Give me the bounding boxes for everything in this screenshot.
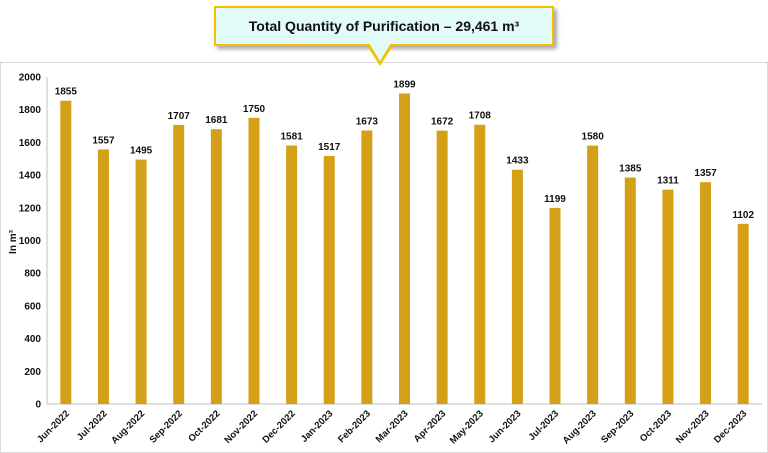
- bar: [662, 189, 674, 404]
- x-tick-label: Feb-2023: [336, 408, 373, 445]
- x-tick-label: Apr-2023: [412, 408, 449, 445]
- bar: [511, 169, 523, 404]
- bar: [97, 149, 109, 404]
- bar-value-label: 1673: [356, 116, 379, 127]
- bar: [361, 130, 373, 405]
- bar-value-label: 1855: [55, 87, 78, 98]
- y-tick-label: 400: [24, 334, 41, 345]
- bar: [737, 223, 749, 404]
- y-tick-label: 0: [35, 400, 41, 411]
- bar: [323, 155, 335, 404]
- bar: [624, 177, 636, 404]
- bar-value-label: 1557: [92, 135, 115, 146]
- x-tick-label: Aug-2022: [109, 408, 147, 446]
- x-tick-label: Oct-2022: [186, 408, 222, 444]
- x-tick-label: Dec-2022: [260, 408, 297, 445]
- bar: [248, 117, 260, 404]
- chart-title: Total Quantity of Purification – 29,461 …: [248, 18, 520, 34]
- y-tick-label: 1800: [19, 105, 42, 116]
- x-tick-label: May-2023: [448, 408, 486, 446]
- bar: [173, 124, 185, 404]
- chart-title-callout: Total Quantity of Purification – 29,461 …: [214, 6, 554, 46]
- bar-value-label: 1517: [318, 142, 341, 153]
- x-tick-label: Nov-2022: [222, 408, 260, 446]
- x-tick-label: Sep-2023: [599, 408, 636, 445]
- bar-value-label: 1385: [619, 164, 642, 175]
- bar-value-label: 1311: [657, 176, 679, 187]
- bar-value-label: 1581: [280, 132, 303, 143]
- bar-value-label: 1357: [694, 168, 717, 179]
- y-tick-label: 200: [24, 367, 41, 378]
- y-tick-label: 1000: [19, 236, 42, 247]
- x-tick-label: Jul-2023: [526, 408, 561, 443]
- bar-value-label: 1433: [506, 156, 529, 167]
- bar-value-label: 1580: [582, 132, 605, 143]
- bar-value-label: 1681: [205, 115, 228, 126]
- y-tick-label: 800: [24, 269, 41, 280]
- bar-value-label: 1750: [243, 104, 266, 115]
- x-tick-label: Jun-2022: [35, 408, 72, 445]
- bar: [549, 207, 561, 404]
- bar-value-label: 1495: [130, 146, 153, 157]
- y-tick-label: 1600: [19, 138, 42, 149]
- bar: [60, 100, 72, 405]
- bar-value-label: 1672: [431, 117, 454, 128]
- callout-pointer-fill: [369, 43, 391, 61]
- x-tick-label: Nov-2023: [674, 408, 712, 446]
- bar: [700, 182, 712, 404]
- bar: [210, 129, 222, 404]
- y-tick-label: 2000: [19, 73, 42, 84]
- bar-value-label: 1899: [393, 80, 416, 91]
- bar-value-label: 1707: [168, 111, 191, 122]
- y-tick-label: 1400: [19, 171, 42, 182]
- bar: [587, 145, 599, 405]
- bar-value-label: 1199: [544, 194, 566, 205]
- x-tick-label: Aug-2023: [561, 408, 599, 446]
- bar: [286, 145, 298, 404]
- x-tick-label: Mar-2023: [374, 408, 411, 445]
- y-axis-label: In m³: [8, 229, 19, 254]
- y-tick-label: 600: [24, 301, 41, 312]
- y-tick-label: 1200: [19, 203, 42, 214]
- chart-area: [0, 62, 768, 453]
- x-tick-label: Jan-2023: [299, 408, 336, 445]
- x-tick-label: Dec-2023: [712, 408, 749, 445]
- x-tick-label: Jul-2022: [75, 408, 110, 443]
- bar: [135, 159, 147, 404]
- x-tick-label: Sep-2022: [148, 408, 185, 445]
- bar: [436, 130, 448, 405]
- bar: [474, 124, 486, 404]
- bar-value-label: 1102: [732, 210, 754, 221]
- bar-value-label: 1708: [469, 111, 492, 122]
- bar: [399, 93, 410, 405]
- x-tick-label: Oct-2023: [638, 408, 674, 444]
- x-tick-label: Jun-2023: [487, 408, 524, 445]
